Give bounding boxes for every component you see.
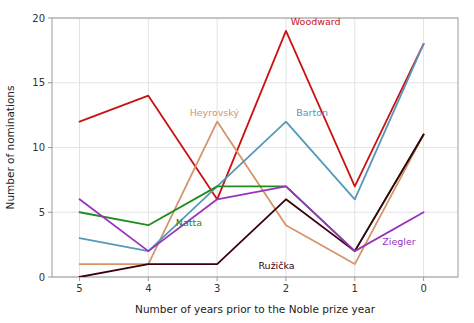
series-line bbox=[80, 44, 424, 251]
grid-line bbox=[52, 147, 458, 148]
x-axis-label: Number of years prior to the Noble prize… bbox=[135, 303, 376, 315]
tick-label: 5 bbox=[76, 283, 82, 294]
tick bbox=[48, 147, 52, 148]
tick-label: 2 bbox=[283, 283, 289, 294]
tick-label: 4 bbox=[145, 283, 151, 294]
series-label: Woodward bbox=[291, 16, 341, 27]
chart: 54321005101520Number of years prior to t… bbox=[0, 0, 474, 323]
lines bbox=[80, 31, 424, 277]
series-label: Ziegler bbox=[382, 236, 416, 247]
tick bbox=[79, 277, 80, 281]
tick bbox=[48, 82, 52, 83]
grid bbox=[52, 18, 458, 277]
series-line bbox=[80, 135, 424, 252]
tick-label: 0 bbox=[39, 272, 45, 283]
series-label: Ružička bbox=[258, 260, 294, 271]
y-axis-label: Number of nominations bbox=[4, 86, 16, 210]
tick bbox=[217, 277, 218, 281]
series-line bbox=[80, 122, 424, 264]
tick-label: 10 bbox=[32, 142, 45, 153]
series-label: Barton bbox=[296, 107, 328, 118]
tick-label: 5 bbox=[39, 207, 45, 218]
tick-label: 15 bbox=[32, 77, 45, 88]
annotations: Woodward Heyrovský Barton Natta Ružička Ziegl… bbox=[176, 16, 416, 270]
tick-label: 1 bbox=[352, 283, 358, 294]
tick bbox=[148, 277, 149, 281]
series-label: Natta bbox=[176, 217, 202, 228]
axes: 54321005101520 bbox=[32, 13, 427, 295]
tick bbox=[48, 212, 52, 213]
plot-frame bbox=[52, 18, 458, 277]
tick bbox=[285, 277, 286, 281]
tick-label: 20 bbox=[32, 13, 45, 24]
tick-label: 0 bbox=[420, 283, 426, 294]
tick bbox=[48, 277, 52, 278]
series-line bbox=[80, 135, 424, 277]
tick bbox=[423, 277, 424, 281]
series-label: Heyrovský bbox=[190, 107, 240, 118]
series-line bbox=[80, 186, 424, 251]
tick bbox=[48, 18, 52, 19]
tick-label: 3 bbox=[214, 283, 220, 294]
grid-line bbox=[52, 212, 458, 213]
tick bbox=[354, 277, 355, 281]
grid-line bbox=[52, 82, 458, 83]
